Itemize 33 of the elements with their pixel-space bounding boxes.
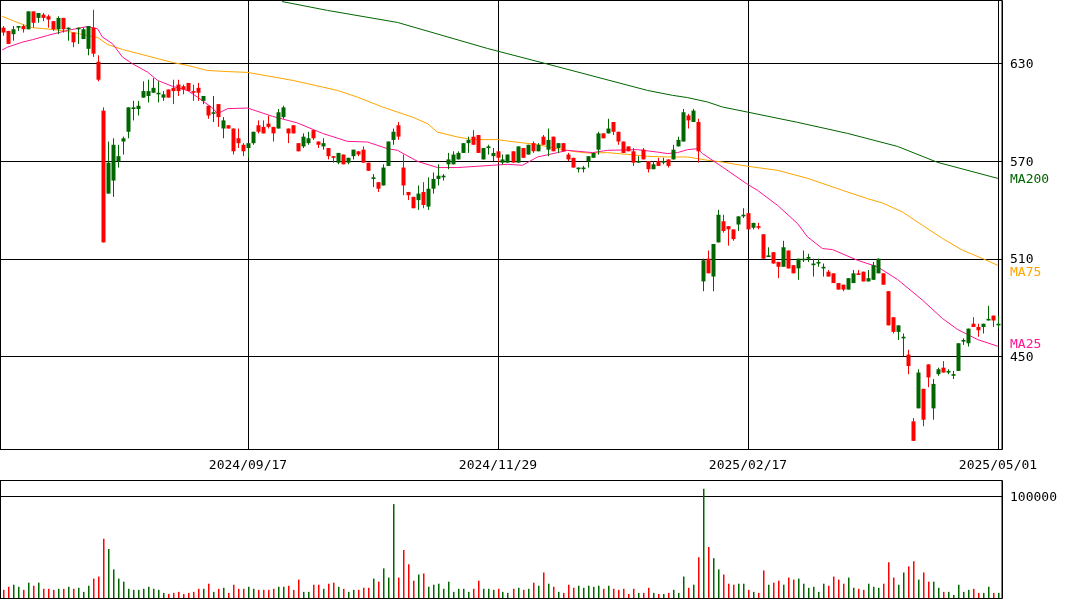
x-tick-label: 2024/09/17 (208, 457, 288, 473)
candlestick (781, 240, 786, 268)
series-label: MA200 (1010, 170, 1050, 186)
candlestick (211, 95, 216, 123)
y-tick-label: 510 (1010, 251, 1034, 267)
line-series (282, 1, 998, 179)
candlestick (96, 54, 101, 82)
x-tick-label: 2025/02/17 (708, 457, 788, 473)
series-label: MA75 (1010, 264, 1042, 280)
series-label: MA25 (1010, 335, 1042, 351)
candlestick (431, 171, 436, 195)
candlestick (421, 181, 426, 209)
candlestick (546, 128, 551, 157)
candlestick (426, 176, 431, 211)
candlestick (221, 116, 226, 139)
candlestick (86, 25, 91, 56)
y-tick-label: 100000 (1010, 488, 1057, 504)
candlestick (726, 225, 731, 247)
candlestick (416, 184, 421, 211)
candlestick (236, 128, 241, 149)
x-tick-label: 2025/05/01 (958, 457, 1038, 473)
line-series (2, 15, 998, 266)
candlestick (701, 258, 706, 292)
y-tick-label: 630 (1010, 56, 1034, 72)
y-tick-label: 450 (1010, 348, 1034, 364)
candlestick (216, 103, 221, 128)
candlestick (401, 154, 406, 196)
candlestick (911, 417, 916, 442)
candlestick (906, 349, 911, 375)
candlestick (926, 363, 931, 388)
candlestick (596, 131, 601, 156)
y-tick-label: 570 (1010, 153, 1034, 169)
x-tick-label: 2024/11/29 (458, 457, 538, 473)
